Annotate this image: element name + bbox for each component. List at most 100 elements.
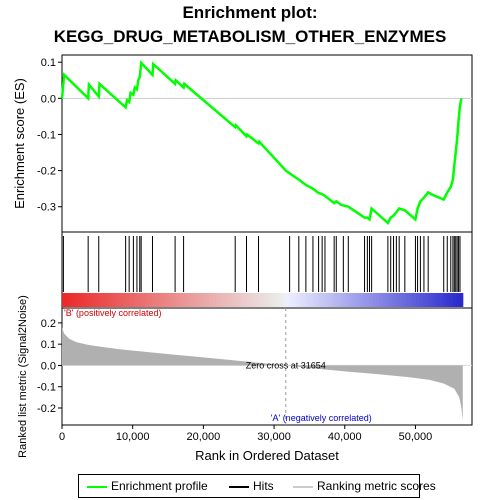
heatbar-cell — [165, 293, 170, 307]
heatbar-cell — [208, 293, 213, 307]
heatbar-cell — [392, 293, 397, 307]
heatbar-cell — [245, 293, 250, 307]
heatbar-cell — [85, 293, 90, 307]
heatbar-cell — [168, 293, 173, 307]
heatbar-cell — [442, 293, 447, 307]
heatbar-cell — [385, 293, 390, 307]
heatbar-cell — [329, 293, 334, 307]
heatbar-cell — [162, 293, 167, 307]
heatbar-cell — [439, 293, 444, 307]
legend-label-enrichment: Enrichment profile — [111, 479, 208, 493]
heatbar-cell — [78, 293, 83, 307]
heatbar-cell — [188, 293, 193, 307]
heatbar-cell — [365, 293, 370, 307]
heatbar-cell — [115, 293, 120, 307]
heatbar-cell — [132, 293, 136, 307]
legend-swatch-ranking — [293, 485, 313, 488]
heatbar-cell — [182, 293, 187, 307]
heatbar-cell — [242, 293, 247, 307]
xtick-label: 30,000 — [257, 431, 291, 443]
heatbar-cell — [299, 293, 303, 307]
heatbar-cell — [125, 293, 130, 307]
zero-cross-label: Zero cross at 31654 — [246, 360, 326, 370]
heatbar-cell — [382, 293, 387, 307]
chart-title: Enrichment plot: — [182, 3, 318, 22]
es-ytick-label: -0.1 — [37, 129, 56, 141]
heatbar-cell — [282, 293, 287, 307]
heatbar-cell — [379, 293, 384, 307]
xtick-label: 20,000 — [187, 431, 221, 443]
heatbar-cell — [88, 293, 93, 307]
heatbar-cell — [406, 293, 410, 307]
legend-item-enrichment: Enrichment profile — [87, 479, 208, 493]
heatbar-cell — [175, 293, 180, 307]
heatbar-cell — [95, 293, 100, 307]
metric-ytick-label: 0.0 — [41, 360, 56, 372]
heatbar-cell — [312, 293, 317, 307]
heatbar-cell — [375, 293, 380, 307]
legend-swatch-hits — [229, 485, 249, 488]
heatbar-cell — [225, 293, 230, 307]
chart-subtitle: KEGG_DRUG_METABOLISM_OTHER_ENZYMES — [53, 27, 447, 46]
es-panel-frame — [61, 54, 473, 233]
heatbar-cell — [185, 293, 190, 307]
negative-correlation-label: 'A' (negatively correlated) — [271, 413, 372, 423]
heatbar-cell — [262, 293, 267, 307]
heatbar-cell — [112, 293, 116, 307]
heatbar-cell — [409, 293, 414, 307]
metric-y-axis-label: Ranked list metric (Signal2Noise) — [17, 295, 29, 458]
es-y-axis-label: Enrichment score (ES) — [12, 78, 27, 209]
heatbar-cell — [72, 293, 76, 307]
heatbar-cell — [332, 293, 337, 307]
heatbar-cell — [265, 293, 270, 307]
es-ytick-label: 0.1 — [41, 57, 56, 69]
legend-item-ranking: Ranking metric scores — [293, 479, 436, 493]
heatbar-cell — [389, 293, 394, 307]
metric-ytick-label: 0.1 — [41, 339, 56, 351]
heatbar-cell — [62, 293, 66, 307]
heatbar-cell — [218, 293, 223, 307]
heatbar-cell — [272, 293, 277, 307]
heatbar-cell — [419, 293, 424, 307]
heatbar-cell — [372, 293, 377, 307]
heatbar-cell — [426, 293, 430, 307]
legend-label-hits: Hits — [253, 479, 274, 493]
heatbar-cell — [205, 293, 210, 307]
heatbar-cell — [152, 293, 157, 307]
ranking-metric-area — [62, 327, 463, 421]
heatbar-cell — [339, 293, 344, 307]
heatbar-cell — [369, 293, 374, 307]
heatbar-cell — [92, 293, 96, 307]
heatbar-cell — [396, 293, 400, 307]
heatbar-cell — [412, 293, 417, 307]
heatbar-cell — [229, 293, 233, 307]
es-ytick-label: -0.2 — [37, 166, 56, 178]
heatbar-cell — [138, 293, 143, 307]
heatbar-cell — [429, 293, 434, 307]
heatbar-cell — [118, 293, 123, 307]
heatbar-cell — [135, 293, 140, 307]
heatbar-cell — [178, 293, 183, 307]
xtick-label: 10,000 — [116, 431, 150, 443]
heatbar-cell — [215, 293, 220, 307]
heatbar-cell — [305, 293, 310, 307]
heatbar-cell — [82, 293, 86, 307]
es-ytick-label: -0.3 — [37, 202, 56, 214]
legend-item-hits: Hits — [229, 479, 274, 493]
heatbar-cell — [195, 293, 200, 307]
heatbar-cell — [222, 293, 227, 307]
heatbar-cell — [155, 293, 160, 307]
heatbar-cell — [128, 293, 133, 307]
heatbar-cell — [355, 293, 360, 307]
heatbar-cell — [289, 293, 293, 307]
heatbar-cell — [148, 293, 153, 307]
es-ytick-label: 0.0 — [41, 93, 56, 105]
heatbar-cell — [319, 293, 324, 307]
heatbar-cell — [335, 293, 340, 307]
positive-correlation-label: 'B' (positively correlated) — [64, 308, 161, 318]
heatbar-cell — [192, 293, 197, 307]
heatbar-cell — [122, 293, 126, 307]
heatbar-cell — [259, 293, 263, 307]
heatbar-cell — [359, 293, 364, 307]
